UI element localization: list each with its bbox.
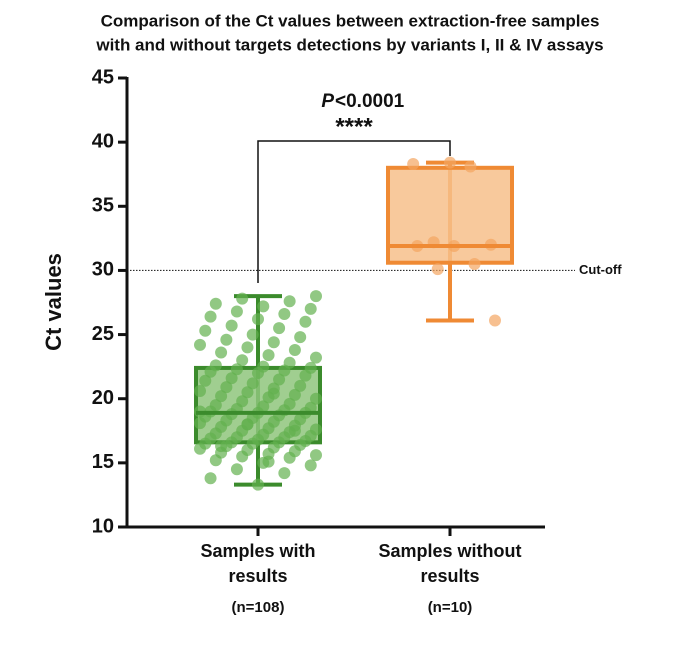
sample-size-label: (n=108) [232, 599, 285, 616]
cutoff-label: Cut-off [579, 262, 622, 277]
data-point [310, 423, 322, 436]
data-point [209, 359, 222, 372]
x-tick-label: results [420, 566, 479, 586]
data-point [204, 472, 217, 485]
data-point [241, 418, 254, 431]
data-point [267, 336, 280, 349]
data-point [257, 360, 270, 373]
chart-title: with and without targets detections by v… [95, 35, 603, 54]
data-point [283, 295, 296, 308]
data-point [288, 343, 301, 356]
data-point [236, 354, 249, 367]
data-point [225, 319, 238, 332]
data-point [283, 397, 296, 410]
data-point [468, 258, 481, 271]
data-point [236, 395, 249, 408]
data-point [304, 361, 317, 374]
y-tick-label: 25 [92, 323, 114, 345]
y-tick-label: 10 [92, 515, 114, 537]
data-point [241, 386, 254, 399]
data-point [431, 263, 444, 276]
y-axis-label: Ct values [41, 253, 66, 351]
data-point [241, 341, 254, 354]
chart-title: Comparison of the Ct values between extr… [101, 11, 600, 30]
data-point [257, 400, 270, 413]
data-point [246, 328, 259, 341]
data-point [209, 399, 222, 412]
data-point [294, 379, 307, 392]
data-point [278, 308, 291, 321]
data-point [262, 349, 275, 362]
y-tick-label: 35 [92, 195, 114, 217]
data-point [246, 377, 259, 390]
p-value: <0.0001 [335, 91, 405, 112]
data-point [262, 455, 275, 468]
data-point [215, 346, 228, 359]
data-point [310, 290, 322, 303]
data-point [220, 333, 233, 346]
data-point [310, 449, 322, 462]
data-point [288, 388, 301, 401]
x-tick-label: results [228, 566, 287, 586]
y-tick-label: 20 [92, 387, 114, 409]
data-point [230, 363, 243, 376]
data-point [489, 314, 501, 327]
data-point [464, 160, 477, 173]
data-point [199, 324, 212, 337]
y-tick-label: 15 [92, 451, 114, 473]
data-point [236, 292, 249, 305]
data-point [310, 351, 322, 364]
data-point [304, 459, 317, 472]
data-point [278, 467, 291, 480]
data-point [273, 373, 286, 386]
data-point [288, 424, 301, 437]
y-tick-label: 40 [92, 130, 114, 152]
y-tick-label: 45 [92, 66, 114, 88]
data-point [194, 385, 206, 398]
data-point [299, 315, 312, 328]
data-point [273, 322, 286, 335]
data-point [267, 387, 280, 400]
data-point [304, 401, 317, 414]
data-point [230, 305, 243, 318]
data-point [215, 440, 228, 453]
data-point [252, 313, 264, 326]
data-point [294, 331, 307, 344]
p-symbol: P [321, 91, 334, 112]
data-point [220, 381, 233, 394]
data-point [194, 338, 206, 351]
data-point [310, 392, 322, 405]
significance-bracket [257, 140, 451, 283]
data-point [225, 372, 238, 385]
sample-size-label: (n=10) [428, 599, 473, 616]
y-tick-label: 30 [92, 259, 114, 281]
data-point [252, 478, 264, 491]
significance-stars: **** [335, 113, 373, 140]
data-point [215, 390, 228, 403]
data-point [209, 297, 222, 310]
data-point [199, 374, 212, 387]
data-point [257, 300, 270, 313]
x-tick-label: Samples with [200, 541, 315, 561]
data-point [304, 302, 317, 315]
x-tick-label: Samples without [378, 541, 521, 561]
data-point [444, 156, 456, 169]
data-point [230, 463, 243, 476]
data-point [407, 157, 420, 170]
data-point [283, 356, 296, 369]
data-point [204, 310, 217, 323]
